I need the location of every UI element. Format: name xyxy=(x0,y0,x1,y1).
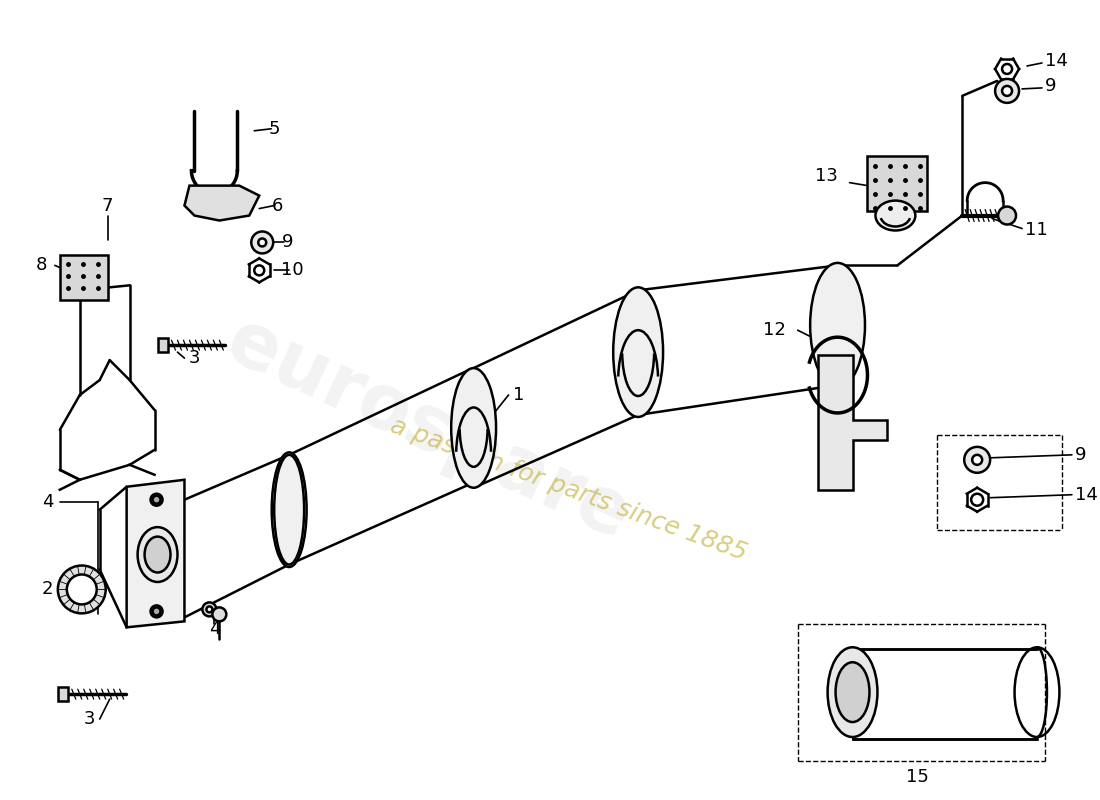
Text: 13: 13 xyxy=(815,166,837,185)
Ellipse shape xyxy=(138,527,177,582)
Text: 9: 9 xyxy=(1075,446,1087,464)
Circle shape xyxy=(207,606,212,612)
Text: eurospare: eurospare xyxy=(214,304,642,556)
Text: 5: 5 xyxy=(268,120,280,138)
Text: 12: 12 xyxy=(762,322,785,339)
Circle shape xyxy=(153,607,161,615)
Circle shape xyxy=(254,266,264,275)
Circle shape xyxy=(202,602,217,616)
Text: a passion for parts since 1885: a passion for parts since 1885 xyxy=(387,414,750,566)
Text: 10: 10 xyxy=(280,262,304,279)
Text: 9: 9 xyxy=(1045,77,1056,95)
Ellipse shape xyxy=(451,368,496,488)
Text: 8: 8 xyxy=(36,256,47,274)
Circle shape xyxy=(153,496,161,504)
Circle shape xyxy=(58,566,106,614)
Polygon shape xyxy=(157,338,167,352)
Circle shape xyxy=(971,494,983,506)
Text: 14: 14 xyxy=(1075,486,1098,504)
Ellipse shape xyxy=(876,201,915,230)
Polygon shape xyxy=(817,355,888,490)
Text: 14: 14 xyxy=(1045,52,1068,70)
Text: 7: 7 xyxy=(102,197,113,214)
Circle shape xyxy=(258,238,266,246)
Ellipse shape xyxy=(810,263,865,387)
Text: 15: 15 xyxy=(906,768,928,786)
Text: 6: 6 xyxy=(272,197,283,214)
Ellipse shape xyxy=(151,494,163,506)
Circle shape xyxy=(996,79,1019,103)
Text: 3: 3 xyxy=(84,710,96,728)
Ellipse shape xyxy=(151,606,163,618)
Ellipse shape xyxy=(272,452,307,567)
Text: 1: 1 xyxy=(513,386,525,404)
Ellipse shape xyxy=(144,537,170,573)
Ellipse shape xyxy=(274,455,304,565)
Polygon shape xyxy=(126,480,185,627)
Text: 3: 3 xyxy=(189,349,200,367)
Circle shape xyxy=(1002,64,1012,74)
Ellipse shape xyxy=(827,647,878,737)
Circle shape xyxy=(212,607,227,622)
Polygon shape xyxy=(185,186,260,221)
Polygon shape xyxy=(59,255,108,300)
Polygon shape xyxy=(58,687,68,701)
Text: 2: 2 xyxy=(42,581,54,598)
Circle shape xyxy=(965,447,990,473)
Circle shape xyxy=(67,574,97,605)
Text: 9: 9 xyxy=(282,234,293,251)
Ellipse shape xyxy=(613,287,663,417)
Circle shape xyxy=(1002,86,1012,96)
Circle shape xyxy=(998,206,1016,225)
Circle shape xyxy=(251,231,273,254)
Text: 11: 11 xyxy=(1025,222,1048,239)
Ellipse shape xyxy=(836,662,869,722)
Text: 4: 4 xyxy=(42,493,54,510)
Circle shape xyxy=(972,455,982,465)
Polygon shape xyxy=(868,156,927,210)
Text: 4: 4 xyxy=(209,620,220,638)
